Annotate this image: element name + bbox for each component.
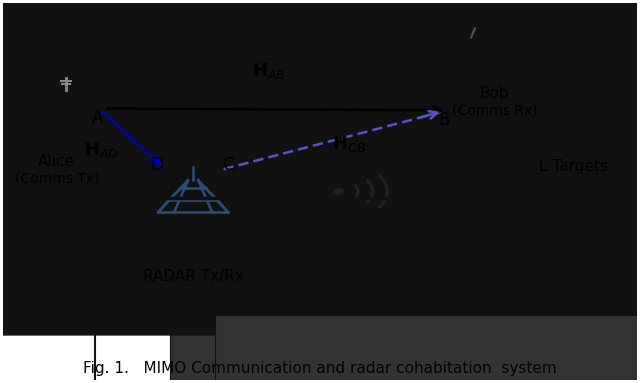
Text: Bob: Bob [479, 86, 509, 101]
Bar [214, 315, 640, 383]
Polygon shape [0, 80, 640, 335]
FancyBboxPatch shape [58, 90, 74, 97]
Text: A: A [92, 109, 104, 127]
FancyBboxPatch shape [52, 100, 80, 103]
Polygon shape [0, 4, 640, 259]
Text: B: B [438, 111, 449, 129]
Text: $\mathbf{H}_{AD}$: $\mathbf{H}_{AD}$ [84, 140, 118, 160]
FancyBboxPatch shape [52, 97, 80, 106]
Circle shape [335, 189, 344, 194]
FancyBboxPatch shape [449, 53, 470, 66]
Bar [170, 240, 640, 383]
Text: RADAR Tx/Rx: RADAR Tx/Rx [143, 269, 244, 284]
Text: Alice: Alice [38, 154, 75, 169]
Text: (Comms Rx): (Comms Rx) [452, 103, 537, 117]
FancyBboxPatch shape [47, 110, 85, 114]
FancyBboxPatch shape [47, 106, 85, 118]
FancyBboxPatch shape [451, 38, 468, 46]
Polygon shape [0, 0, 640, 220]
Text: $\mathbf{H}_{CB}$: $\mathbf{H}_{CB}$ [332, 134, 365, 154]
Text: D: D [150, 156, 163, 174]
Text: C: C [222, 156, 234, 174]
Text: (Comms Tx): (Comms Tx) [15, 171, 99, 185]
FancyBboxPatch shape [445, 34, 474, 70]
Circle shape [187, 163, 200, 171]
Text: Fig. 1.   MIMO Communication and radar cohabitation  system: Fig. 1. MIMO Communication and radar coh… [83, 362, 557, 376]
Bar [294, 203, 640, 373]
Text: L Targets: L Targets [539, 159, 608, 175]
Text: $\mathbf{H}_{AB}$: $\mathbf{H}_{AB}$ [252, 61, 286, 81]
